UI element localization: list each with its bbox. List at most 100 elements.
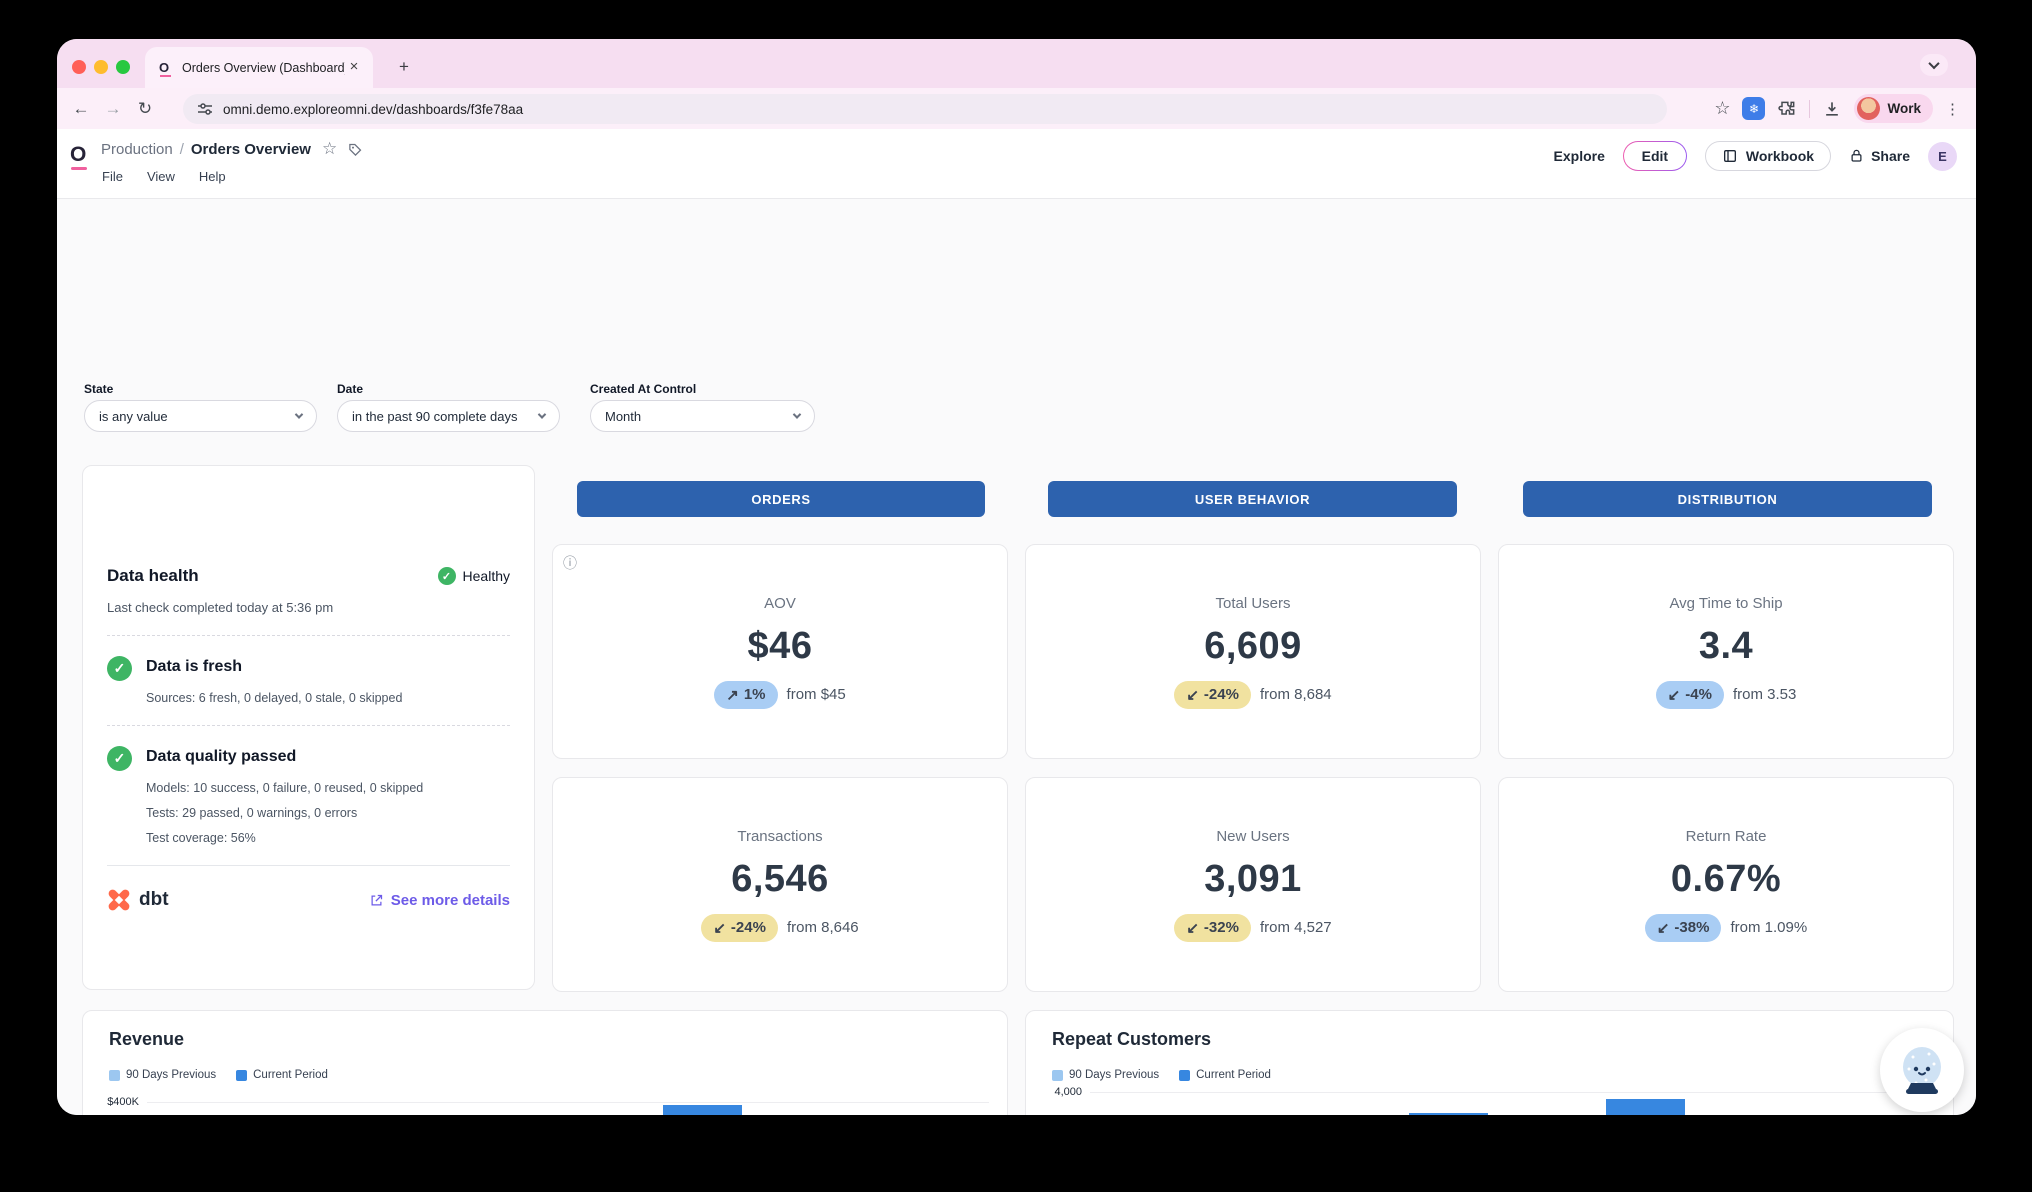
data-quality-row: ✓ Data quality passed	[107, 746, 510, 771]
tab-search-button[interactable]	[1920, 54, 1948, 76]
legend-item-previous: 90 Days Previous	[109, 1069, 216, 1081]
chart-title: Repeat Customers	[1052, 1029, 1212, 1049]
health-status-label: Healthy	[462, 568, 510, 584]
extension-icon[interactable]: ❄	[1742, 97, 1766, 120]
workbook-button[interactable]: Workbook	[1704, 141, 1832, 171]
kpi-from: from 1.09%	[1730, 919, 1808, 936]
delta-badge: ↙ -38%	[1644, 913, 1722, 942]
menu-help[interactable]: Help	[198, 169, 226, 184]
user-avatar[interactable]: E	[1928, 141, 1957, 171]
plot-area: 4,0003,0002,0001,0000	[1026, 1086, 1953, 1115]
check-icon: ✓	[107, 656, 132, 681]
extensions-puzzle-icon[interactable]	[1777, 99, 1797, 119]
bar-current[interactable]	[1606, 1099, 1685, 1115]
back-button[interactable]: ←	[72, 98, 90, 118]
tab-title: Orders Overview (Dashboard)	[182, 60, 345, 75]
profile-label: Work	[1887, 101, 1921, 116]
kpi-value: 6,546	[731, 857, 829, 900]
browser-window: O Orders Overview (Dashboard) × + ← → ↻ …	[57, 39, 1976, 1115]
see-more-label: See more details	[390, 891, 510, 909]
kpi-value: 0.67%	[1670, 857, 1782, 900]
data-health-card: Data health ✓ Healthy Last check complet…	[82, 465, 535, 990]
app-header: O Production / Orders Overview ☆ File Vi…	[57, 129, 1976, 199]
tag-icon[interactable]	[348, 142, 363, 157]
kpi-card-aov: ⓘ AOV $46 ↗ 1% from $45	[552, 544, 1008, 759]
minimize-window-button[interactable]	[94, 60, 108, 74]
kpi-label: Total Users	[1215, 594, 1291, 612]
see-more-details-link[interactable]: See more details	[369, 892, 510, 909]
delta-value: 1%	[743, 686, 766, 703]
workbook-label: Workbook	[1745, 148, 1815, 164]
profile-chip[interactable]: Work	[1854, 94, 1933, 123]
legend-label: 90 Days Previous	[1069, 1069, 1160, 1081]
tab-strip: O Orders Overview (Dashboard) × +	[57, 39, 1976, 88]
url-bar[interactable]: omni.demo.exploreomni.dev/dashboards/f3f…	[183, 94, 1667, 124]
bar-current[interactable]	[1409, 1113, 1488, 1115]
kpi-card-transactions: Transactions 6,546 ↙ -24% from 8,646	[552, 777, 1008, 992]
gridline	[147, 1102, 989, 1103]
filter-created-at-value: Month	[605, 408, 642, 424]
section-header-user-behavior[interactable]: USER BEHAVIOR	[1048, 481, 1457, 517]
close-window-button[interactable]	[72, 60, 86, 74]
chart-title: Revenue	[109, 1029, 185, 1049]
delta-value: -24%	[1203, 686, 1239, 703]
site-settings-icon[interactable]	[197, 101, 213, 117]
zoom-window-button[interactable]	[116, 60, 130, 74]
browser-menu-icon[interactable]: ⋮	[1945, 100, 1960, 118]
browser-toolbar: ← → ↻ omni.demo.exploreomni.dev/dashboar…	[57, 88, 1976, 129]
share-button[interactable]: Share	[1849, 148, 1910, 164]
omni-logo[interactable]: O	[70, 143, 88, 170]
data-quality-title: Data quality passed	[146, 748, 297, 765]
y-axis-tick-label: 4,000	[1054, 1086, 1082, 1098]
legend-item-previous: 90 Days Previous	[1052, 1069, 1159, 1081]
delta-badge: ↗ 1%	[714, 680, 778, 709]
assistant-mascot-button[interactable]	[1880, 1028, 1964, 1112]
browser-tab[interactable]: O Orders Overview (Dashboard) ×	[145, 47, 373, 88]
tests-line: Tests: 29 passed, 0 warnings, 0 errors	[146, 806, 358, 820]
y-axis-tick-label: $400K	[107, 1096, 139, 1108]
profile-avatar	[1857, 97, 1881, 120]
filter-created-at-dropdown[interactable]: Month	[590, 400, 815, 432]
dbt-logo: dbt	[106, 887, 169, 913]
favorite-star-icon[interactable]: ☆	[321, 139, 338, 158]
filter-state-value: is any value	[99, 408, 168, 424]
kpi-card-new-users: New Users 3,091 ↙ -32% from 4,527	[1025, 777, 1481, 992]
breadcrumb-workspace[interactable]: Production	[101, 140, 173, 158]
section-header-orders[interactable]: ORDERS	[577, 481, 985, 517]
delta-value: -32%	[1203, 919, 1239, 936]
kpi-value: 3.4	[1698, 624, 1754, 667]
explore-button[interactable]: Explore	[1553, 148, 1605, 164]
info-icon[interactable]: ⓘ	[563, 555, 577, 571]
kpi-from: from 8,646	[786, 919, 859, 936]
url-text[interactable]: omni.demo.exploreomni.dev/dashboards/f3f…	[223, 101, 524, 117]
download-icon[interactable]	[1822, 99, 1842, 119]
bookmark-star-icon[interactable]: ☆	[1714, 98, 1731, 118]
delta-badge: ↙ -4%	[1655, 680, 1724, 709]
breadcrumb-separator: /	[179, 140, 184, 158]
reload-button[interactable]: ↻	[137, 98, 153, 118]
delta-badge: ↙ -24%	[1174, 680, 1251, 709]
bar-current[interactable]	[663, 1105, 742, 1115]
data-health-title: Data health	[107, 566, 199, 585]
menu-file[interactable]: File	[102, 169, 123, 184]
divider	[107, 635, 510, 636]
health-status-badge: ✓ Healthy	[437, 567, 510, 585]
edit-button[interactable]: Edit	[1623, 141, 1687, 171]
new-tab-button[interactable]: +	[399, 57, 409, 76]
delta-badge: ↙ -32%	[1174, 913, 1251, 942]
kpi-value: 3,091	[1204, 857, 1302, 900]
kpi-label: AOV	[764, 594, 796, 612]
delta-value: -4%	[1685, 686, 1712, 703]
section-header-distribution[interactable]: DISTRIBUTION	[1523, 481, 1932, 517]
filter-date-dropdown[interactable]: in the past 90 complete days	[337, 400, 560, 432]
filter-state-dropdown[interactable]: is any value	[84, 400, 317, 432]
chart-legend: 90 Days Previous Current Period	[109, 1069, 328, 1081]
kpi-label: New Users	[1216, 827, 1290, 845]
forward-button[interactable]: →	[104, 98, 122, 118]
chevron-down-icon	[294, 410, 304, 419]
chart-legend: 90 Days Previous Current Period	[1052, 1069, 1271, 1081]
last-check-text: Last check completed today at 5:36 pm	[107, 600, 334, 615]
dbt-mark-icon	[106, 887, 132, 913]
menu-view[interactable]: View	[146, 169, 175, 184]
close-tab-icon[interactable]: ×	[349, 57, 359, 75]
